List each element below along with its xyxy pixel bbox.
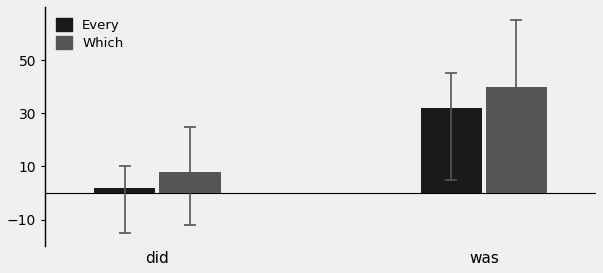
Bar	[486, 87, 547, 193]
Bar	[94, 188, 156, 193]
Bar	[159, 172, 221, 193]
Bar	[421, 108, 482, 193]
Legend: Every, Which: Every, Which	[52, 14, 127, 54]
